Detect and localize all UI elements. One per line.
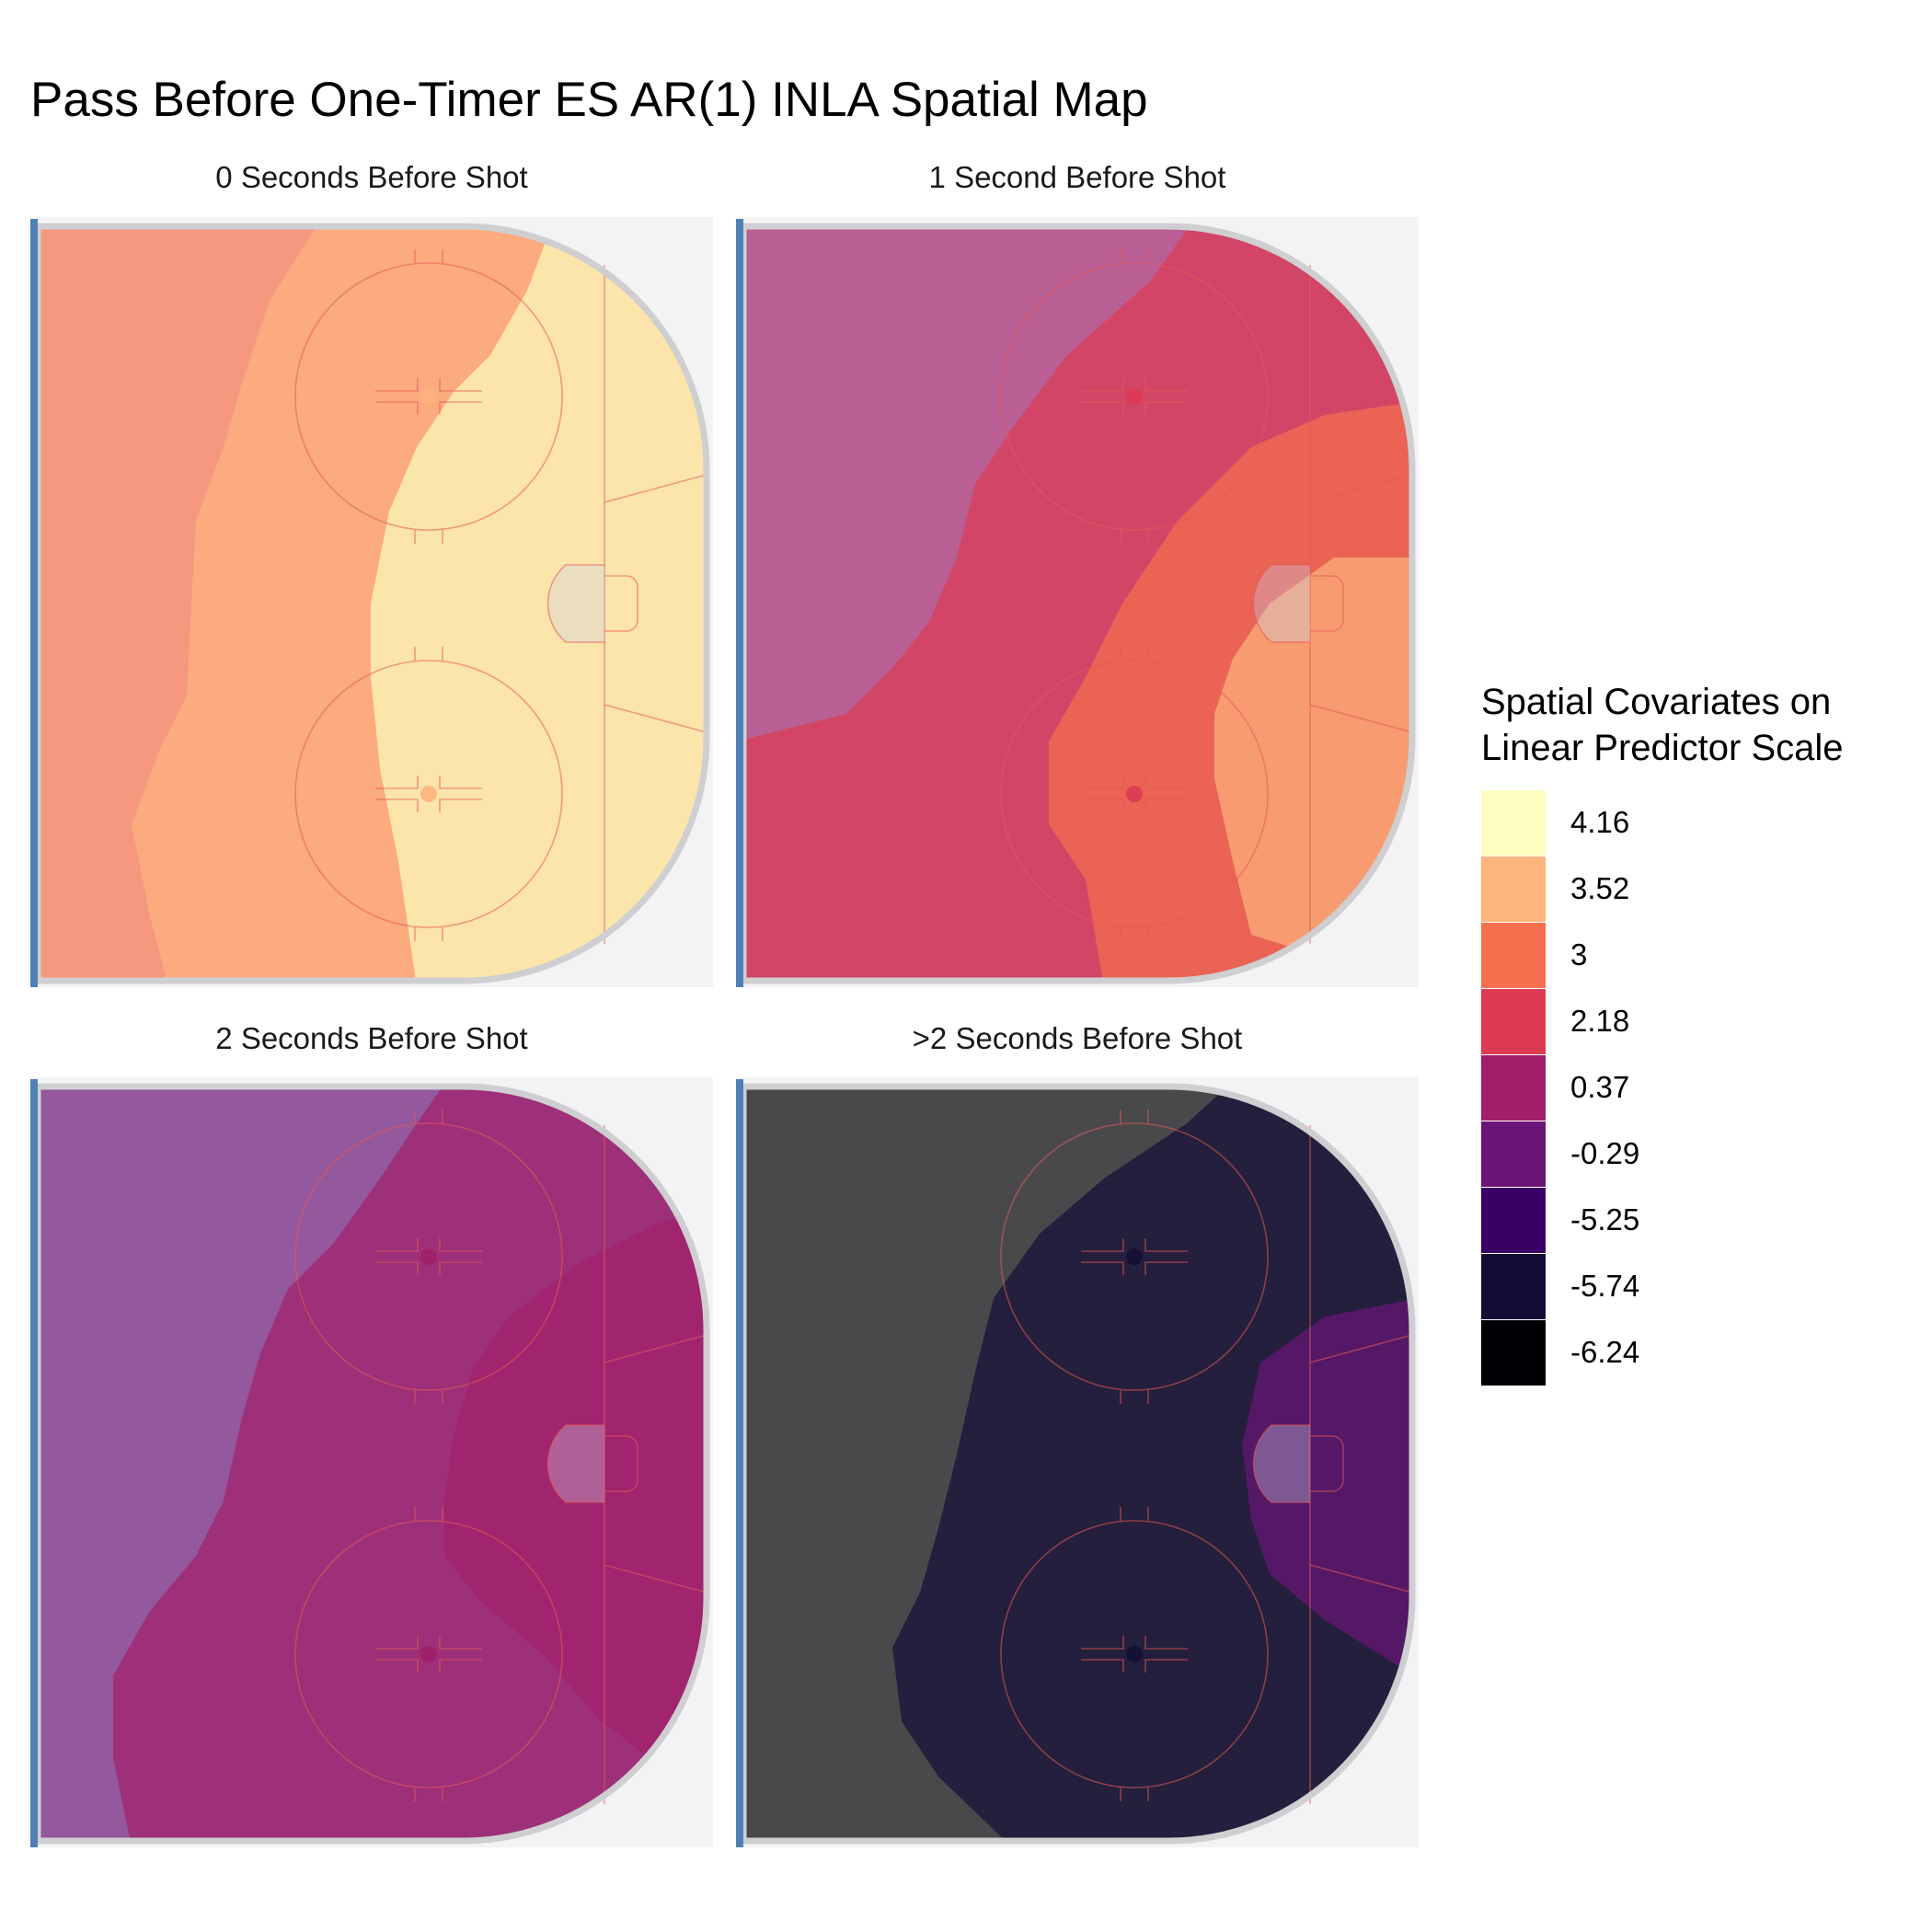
rink-markings xyxy=(294,249,707,944)
legend-title-line-2: Linear Predictor Scale xyxy=(1481,728,1844,768)
faceoff-circle xyxy=(1000,660,1269,928)
legend-swatch xyxy=(1481,988,1546,1054)
legend-swatch xyxy=(1481,789,1546,856)
legend-key: -0.29 xyxy=(1481,1121,1844,1187)
blue-line xyxy=(30,1079,38,1847)
faceoff-dot xyxy=(420,388,437,405)
legend-swatch xyxy=(1481,922,1546,988)
blue-line xyxy=(736,1079,743,1847)
rink-boards xyxy=(740,223,1416,984)
rink-panel-0-seconds xyxy=(30,217,713,987)
legend-title-line-1: Spatial Covariates on xyxy=(1481,682,1832,722)
legend-key: -5.25 xyxy=(1481,1187,1844,1253)
legend-label: 3 xyxy=(1570,937,1588,972)
faceoff-dot xyxy=(420,1248,437,1265)
faceoff-circle xyxy=(1000,1520,1269,1788)
heat-region-4.16 xyxy=(371,226,707,981)
faceoff-circle xyxy=(294,660,563,928)
rink-boards xyxy=(740,1083,1416,1845)
rink-panel-2-seconds xyxy=(30,1077,713,1847)
legend-key: 3.52 xyxy=(1481,856,1844,922)
rink-panel-1-second xyxy=(736,217,1419,987)
legend-label: -5.25 xyxy=(1570,1202,1640,1236)
rink-markings xyxy=(294,1110,707,1804)
goal-crease xyxy=(1252,564,1310,643)
heat-region--5.74 xyxy=(892,1087,1412,1841)
legend-key: 2.18 xyxy=(1481,988,1844,1054)
faceoff-circle xyxy=(294,1122,563,1391)
legend-label: 4.16 xyxy=(1570,805,1630,839)
panel-label-2-seconds: 2 Seconds Before Shot xyxy=(215,1021,528,1055)
rink-markings xyxy=(1000,249,1413,944)
panel-label-1-second: 1 Second Before Shot xyxy=(928,160,1226,194)
rink-panel-over-2-seconds xyxy=(736,1077,1419,1847)
legend-swatch xyxy=(1481,1319,1546,1386)
legend-key: -5.74 xyxy=(1481,1253,1844,1319)
legend-title: Spatial Covariates on Linear Predictor S… xyxy=(1481,679,1844,771)
faceoff-dot xyxy=(420,1646,437,1662)
faceoff-dot xyxy=(1126,1248,1143,1265)
legend-key: 0.37 xyxy=(1481,1054,1844,1121)
goal-crease xyxy=(546,1424,604,1503)
rink-boards xyxy=(34,1083,710,1845)
panel-label-0-seconds: 0 Seconds Before Shot xyxy=(215,160,528,194)
faceoff-circle xyxy=(294,1520,563,1788)
legend-swatch xyxy=(1481,1054,1546,1121)
faceoff-circle xyxy=(1000,1122,1269,1391)
faceoff-dot xyxy=(1126,388,1143,405)
legend-swatch xyxy=(1481,856,1546,922)
legend-label: -0.29 xyxy=(1570,1136,1640,1170)
legend-swatch xyxy=(1481,1121,1546,1187)
goal-crease xyxy=(546,564,604,643)
legend: Spatial Covariates on Linear Predictor S… xyxy=(1481,679,1844,1386)
faceoff-circle xyxy=(294,262,563,531)
faceoff-dot xyxy=(420,786,437,802)
legend-keys: 4.16 3.52 3 2.18 0.37 -0.29 -5.25 -5.74 -6.24 xyxy=(1481,789,1844,1386)
rink-boards xyxy=(34,223,710,984)
legend-swatch xyxy=(1481,1253,1546,1319)
panel-label-over-2-seconds: >2 Seconds Before Shot xyxy=(912,1021,1243,1055)
faceoff-dot xyxy=(1126,1646,1143,1662)
legend-key: -6.24 xyxy=(1481,1319,1844,1386)
rink-heatmap xyxy=(736,1079,1416,1847)
chart-title: Pass Before One-Timer ES AR(1) INLA Spat… xyxy=(30,73,1148,127)
rink-markings xyxy=(1000,1110,1413,1804)
rink-heatmap xyxy=(30,219,710,987)
legend-swatch xyxy=(1481,1187,1546,1253)
blue-line xyxy=(736,219,743,987)
legend-label: -6.24 xyxy=(1570,1335,1640,1369)
goal-crease xyxy=(1252,1424,1310,1503)
rink-heatmap xyxy=(30,1079,710,1847)
legend-label: 2.18 xyxy=(1570,1004,1630,1038)
heat-region-0.37 xyxy=(444,1206,707,1813)
faceoff-circle xyxy=(1000,262,1269,531)
legend-key: 3 xyxy=(1481,922,1844,988)
legend-label: -5.74 xyxy=(1570,1269,1640,1303)
blue-line xyxy=(30,219,38,987)
legend-label: 0.37 xyxy=(1570,1070,1630,1104)
legend-key: 4.16 xyxy=(1481,789,1844,856)
faceoff-dot xyxy=(1126,786,1143,802)
rink-heatmap xyxy=(736,219,1416,987)
legend-label: 3.52 xyxy=(1570,871,1630,905)
